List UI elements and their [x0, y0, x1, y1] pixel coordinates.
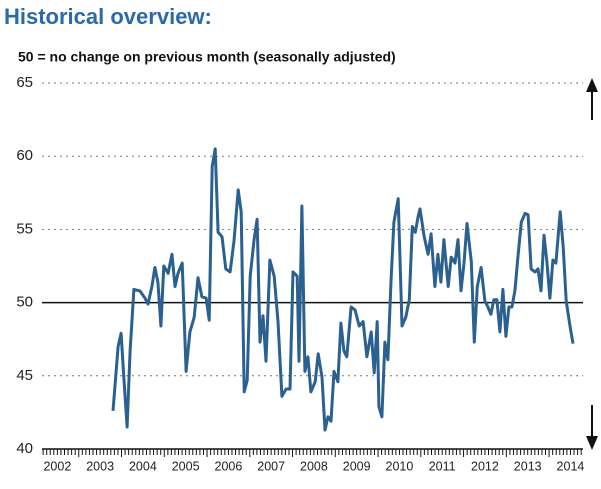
chart-title: Historical overview: — [4, 4, 212, 29]
x-tick-label: 2002 — [43, 459, 71, 473]
x-tick-label: 2009 — [343, 459, 371, 473]
x-tick-label: 2003 — [86, 459, 114, 473]
x-tick-label: 2014 — [557, 459, 585, 473]
y-tick-label: 45 — [16, 367, 33, 384]
x-tick-label: 2010 — [386, 459, 414, 473]
chart-subtitle: 50 = no change on previous month (season… — [18, 49, 396, 65]
down-arrow — [586, 405, 598, 450]
x-tick-label: 2012 — [471, 459, 499, 473]
data-line — [111, 147, 575, 432]
x-tick-label: 2008 — [300, 459, 328, 473]
x-tick-label: 2004 — [129, 459, 157, 473]
x-tick-label: 2013 — [514, 459, 542, 473]
x-tick-label: 2011 — [429, 459, 456, 473]
up-arrow — [586, 78, 598, 120]
y-tick-label: 60 — [16, 147, 33, 164]
x-tick-label: 2007 — [257, 459, 285, 473]
y-tick-label: 40 — [16, 440, 33, 457]
y-tick-label: 65 — [16, 74, 33, 91]
x-tick-label: 2006 — [215, 459, 243, 473]
x-tick-label: 2005 — [172, 459, 200, 473]
y-tick-label: 55 — [16, 220, 33, 237]
y-tick-label: 50 — [16, 294, 33, 311]
